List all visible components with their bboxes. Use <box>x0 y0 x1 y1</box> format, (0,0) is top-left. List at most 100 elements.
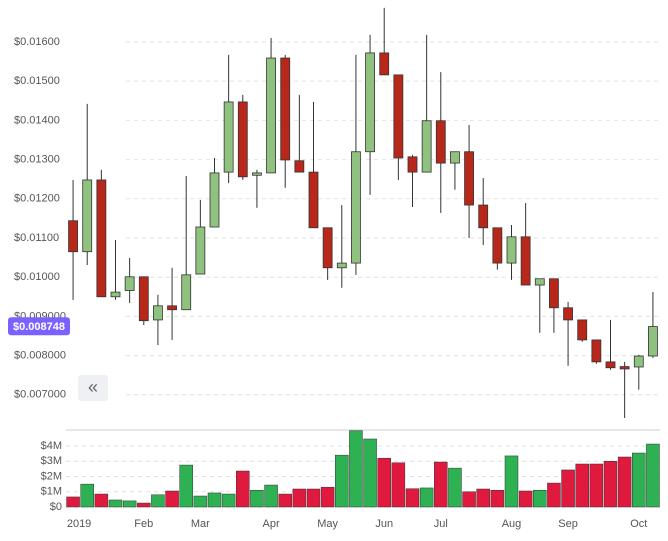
candle-body <box>110 291 121 298</box>
volume-bar <box>292 488 307 508</box>
x-tick-label: Feb <box>134 518 153 530</box>
volume-bar <box>448 467 462 508</box>
candle-body <box>153 305 163 321</box>
y-tick-label: $0.01100 <box>14 232 59 244</box>
y-tick-label: $0.01600 <box>14 36 60 48</box>
x-tick-label: Aug <box>502 518 522 530</box>
candle-body <box>464 151 474 206</box>
volume-bar <box>575 463 589 508</box>
x-tick-label: Jul <box>434 518 448 530</box>
x-tick-label: 2019 <box>67 518 91 530</box>
volume-bar <box>476 488 490 508</box>
volume-bar <box>250 489 264 508</box>
candle-body <box>506 236 517 264</box>
candle-body <box>591 339 602 363</box>
volume-bar <box>137 502 151 508</box>
y-tick-label: $0.008000 <box>14 350 66 362</box>
back-button[interactable]: « <box>78 375 108 401</box>
candle-body <box>308 171 319 229</box>
candle-body <box>450 151 460 164</box>
volume-bar <box>236 470 250 508</box>
candle-body <box>549 278 559 309</box>
volume-bar <box>504 455 519 508</box>
y-tick-label: $0.007000 <box>14 389 66 401</box>
x-tick-label: Sep <box>558 518 578 530</box>
volume-bar <box>306 488 321 508</box>
candle-body <box>619 366 630 370</box>
candle-body <box>252 172 262 176</box>
volume-bar <box>335 454 349 508</box>
candle-body <box>294 160 305 173</box>
volume-bar <box>165 490 179 508</box>
candle-body <box>237 101 248 178</box>
volume-bar <box>363 438 377 508</box>
candle-body <box>492 227 503 264</box>
candle-body <box>534 278 545 286</box>
volume-bar <box>547 482 561 508</box>
candle-body <box>195 226 206 275</box>
volume-bar <box>66 496 80 508</box>
y-tick-label: $0.01400 <box>14 114 60 126</box>
volume-bar <box>221 493 236 508</box>
volume-bar <box>533 489 547 508</box>
volume-bar <box>646 443 660 508</box>
volume-bar <box>94 493 109 508</box>
candle-body <box>138 276 149 322</box>
y2-tick-label: $3M <box>41 455 62 467</box>
volume-bar <box>391 462 406 508</box>
candle-body <box>223 101 234 173</box>
candle-body <box>563 307 573 321</box>
volume-bar <box>151 494 165 508</box>
candle-body <box>407 156 418 173</box>
volume-bar <box>561 469 575 508</box>
x-tick-label: Apr <box>263 518 280 530</box>
volume-bar <box>617 456 632 508</box>
candle-body <box>520 236 531 286</box>
volume-bar <box>80 483 94 508</box>
candle-body <box>633 355 644 368</box>
volume-bar <box>419 487 434 508</box>
volume-bar <box>589 463 604 508</box>
candle-body <box>266 57 276 174</box>
candle-body <box>605 361 616 369</box>
volume-bar <box>490 489 505 508</box>
candle-body <box>322 227 333 269</box>
volume-bar <box>122 500 137 508</box>
volume-bar <box>405 488 420 508</box>
volume-bar <box>264 484 278 508</box>
volume-bar <box>462 491 476 508</box>
volume-bar <box>377 457 391 508</box>
volume-bar <box>434 461 448 508</box>
candle-body <box>181 274 192 311</box>
y-tick-label: $0.01500 <box>14 75 60 87</box>
last-price-label: $0.008748 <box>13 321 65 333</box>
y2-tick-label: $2M <box>41 470 62 482</box>
candle-body <box>209 172 220 228</box>
candle-body <box>82 179 93 253</box>
candle-body <box>648 326 658 357</box>
candle-body <box>379 52 390 76</box>
x-tick-label: Mar <box>191 518 210 530</box>
volume-bar <box>278 493 292 508</box>
candle-body <box>124 276 135 291</box>
volume-bar <box>518 490 533 508</box>
volume-bar <box>108 499 123 508</box>
volume-bar <box>320 486 335 508</box>
volume-bar <box>632 452 646 508</box>
candle-body <box>435 120 446 164</box>
candle-body <box>96 179 107 298</box>
svg-text:«: « <box>88 377 98 397</box>
y-tick-label: $0.01000 <box>14 271 60 283</box>
y2-tick-label: $1M <box>41 486 62 498</box>
y-tick-label: $0.01200 <box>14 193 60 205</box>
candle-body <box>421 120 432 173</box>
last-price-tag <box>8 317 70 336</box>
y-tick-label: $0.01300 <box>14 153 60 165</box>
candle-body <box>280 57 291 161</box>
volume-bar <box>179 464 193 508</box>
volume-bar <box>207 492 222 508</box>
candle-body <box>577 319 588 341</box>
candle-body <box>478 204 489 229</box>
volume-bar <box>603 461 618 508</box>
